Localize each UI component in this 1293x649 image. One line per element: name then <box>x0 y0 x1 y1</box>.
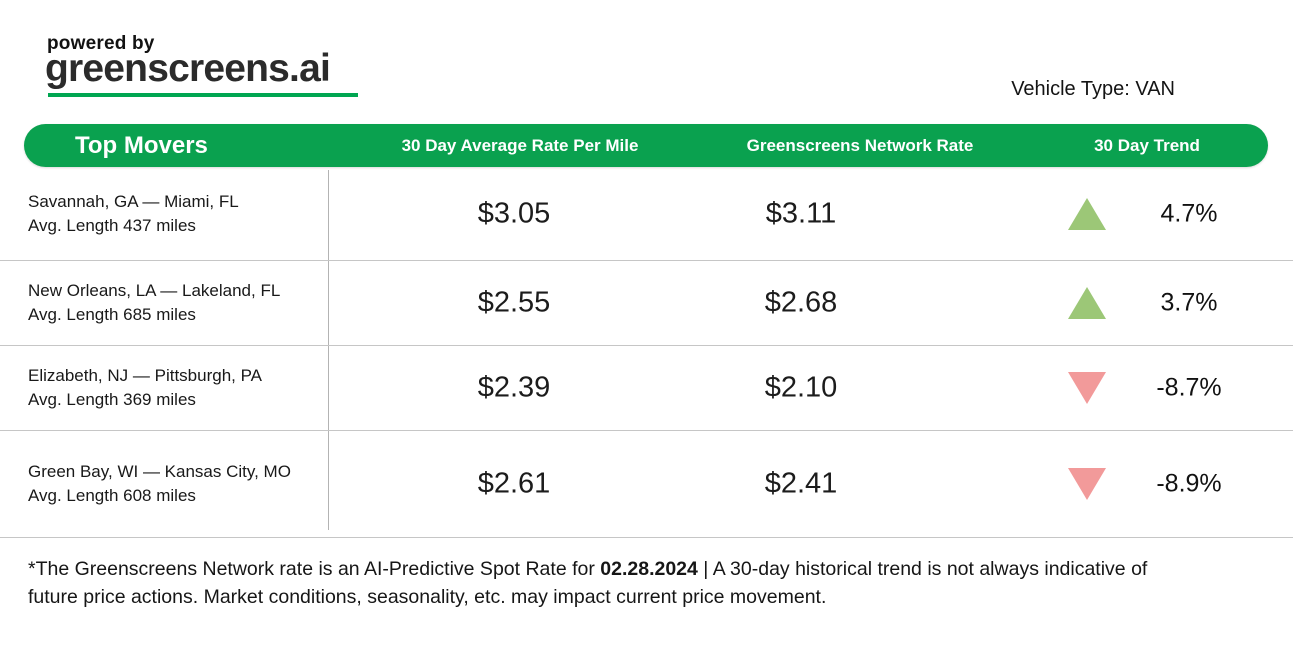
lane-avg-length: Avg. Length 608 miles <box>28 486 196 505</box>
column-header-avg-rate: 30 Day Average Rate Per Mile <box>401 135 639 155</box>
column-header-network-rate: Greenscreens Network Rate <box>746 135 974 155</box>
lane-avg-length: Avg. Length 437 miles <box>28 215 196 235</box>
trend-down-icon <box>1068 372 1106 404</box>
lane-cell: Green Bay, WI — Kansas City, MO Avg. Len… <box>28 460 291 508</box>
network-rate-value: $2.41 <box>764 467 838 500</box>
trend-down-icon <box>1068 468 1106 500</box>
trend-percent: 3.7% <box>1160 288 1218 317</box>
lane-cell: New Orleans, LA — Lakeland, FL Avg. Leng… <box>28 279 280 327</box>
lane-cell: Savannah, GA — Miami, FL Avg. Length 437… <box>28 190 239 238</box>
trend-percent: 4.7% <box>1160 199 1218 227</box>
avg-rate-value: $2.39 <box>477 371 551 404</box>
column-header-top-movers: Top Movers <box>75 131 208 159</box>
lane-avg-length: Avg. Length 369 miles <box>28 390 196 409</box>
trend-percent: -8.9% <box>1156 469 1222 498</box>
avg-rate-value: $2.55 <box>477 286 551 319</box>
lane-name: Elizabeth, NJ — Pittsburgh, PA <box>28 366 263 385</box>
column-header-trend: 30 Day Trend <box>1094 135 1200 155</box>
table-header-bar: Top Movers 30 Day Average Rate Per Mile … <box>24 124 1268 167</box>
lane-cell: Elizabeth, NJ — Pittsburgh, PA Avg. Leng… <box>28 364 262 412</box>
network-rate-value: $2.10 <box>764 371 838 404</box>
trend-up-icon <box>1068 287 1106 319</box>
lane-name: New Orleans, LA — Lakeland, FL <box>28 281 281 300</box>
trend-percent: -8.7% <box>1156 373 1222 402</box>
table-row: Green Bay, WI — Kansas City, MO Avg. Len… <box>0 431 1293 538</box>
greenscreens-logo: greenscreens.ai <box>45 47 331 90</box>
lane-avg-length: Avg. Length 685 miles <box>28 305 196 324</box>
disclaimer-line2: future price actions. Market conditions,… <box>28 585 827 608</box>
disclaimer-date: 02.28.2024 <box>600 558 698 580</box>
column-divider <box>328 170 329 530</box>
disclaimer-part2: | A 30-day historical trend is not alway… <box>697 558 1148 580</box>
avg-rate-value: $2.61 <box>477 467 551 500</box>
powered-by-label: powered by <box>47 33 155 54</box>
lane-name: Savannah, GA — Miami, FL <box>28 191 239 211</box>
network-rate-value: $2.68 <box>764 286 838 319</box>
vehicle-type-label: Vehicle Type: VAN <box>1011 78 1175 100</box>
trend-up-icon <box>1068 197 1106 230</box>
lane-name: Green Bay, WI — Kansas City, MO <box>28 462 291 481</box>
disclaimer-part1: *The Greenscreens Network rate is an AI-… <box>28 558 601 580</box>
logo-underline <box>48 93 358 97</box>
network-rate-value: $3.11 <box>765 197 837 229</box>
table-row: Elizabeth, NJ — Pittsburgh, PA Avg. Leng… <box>0 346 1293 431</box>
disclaimer-text: *The Greenscreens Network rate is an AI-… <box>28 556 1258 611</box>
table-row: Savannah, GA — Miami, FL Avg. Length 437… <box>0 167 1293 261</box>
avg-rate-value: $3.05 <box>477 197 551 229</box>
table-row: New Orleans, LA — Lakeland, FL Avg. Leng… <box>0 261 1293 346</box>
